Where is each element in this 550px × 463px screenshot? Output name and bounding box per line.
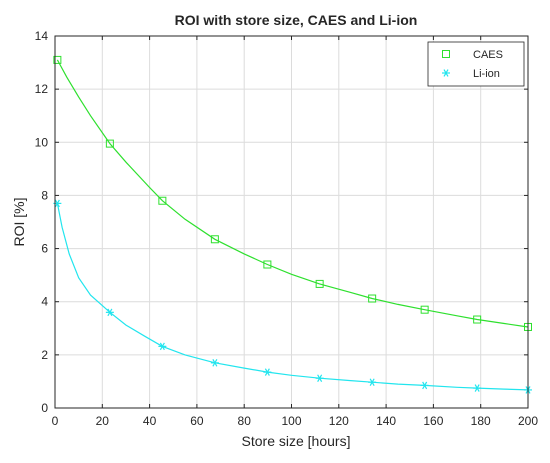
y-tick-label: 0 <box>41 401 48 415</box>
y-tick-label: 6 <box>41 242 48 256</box>
x-axis-label: Store size [hours] <box>242 433 351 449</box>
legend-marker <box>442 69 450 77</box>
y-tick-label: 4 <box>41 295 48 309</box>
x-tick-label: 0 <box>52 414 59 428</box>
ticks: 0 20 40 60 80 100 120 140 160 180 200 0 2 4 6 8 10 12 14 <box>35 29 539 428</box>
series-layer <box>53 55 532 394</box>
grid <box>55 36 528 408</box>
y-tick-label: 2 <box>41 348 48 362</box>
series-line <box>56 203 529 391</box>
y-tick-label: 12 <box>35 82 49 96</box>
x-tick-label: 60 <box>190 414 204 428</box>
legend-box <box>427 41 525 87</box>
x-tick-label: 140 <box>376 414 396 428</box>
x-tick-label: 120 <box>329 414 349 428</box>
y-axis-label: ROI [%] <box>11 197 27 246</box>
series-li-ion <box>53 199 532 394</box>
data-point <box>420 305 429 314</box>
legend-marker <box>442 50 450 58</box>
chart-title: ROI with store size, CAES and Li-ion <box>175 12 418 28</box>
x-tick-label: 200 <box>518 414 538 428</box>
legend-item: CAES <box>442 49 503 61</box>
y-tick-label: 10 <box>35 135 49 149</box>
series-line <box>56 59 529 328</box>
legend-label: Li-ion <box>473 68 500 80</box>
data-point <box>368 294 377 303</box>
data-point <box>210 359 219 367</box>
data-point <box>53 55 62 64</box>
data-point <box>368 378 377 387</box>
data-point <box>263 368 272 376</box>
data-point <box>315 374 324 383</box>
legend-label: CAES <box>473 49 503 61</box>
legend-item: Li-ion <box>442 68 500 80</box>
data-point <box>315 279 324 288</box>
legend: CAES Li-ion <box>427 41 525 87</box>
y-tick-label: 8 <box>41 188 48 202</box>
data-point <box>420 381 429 390</box>
data-point <box>263 260 272 269</box>
data-point <box>158 342 167 351</box>
series-caes <box>53 55 532 331</box>
x-tick-label: 180 <box>471 414 491 428</box>
data-point <box>105 308 114 317</box>
x-tick-label: 160 <box>423 414 443 428</box>
data-point <box>473 384 482 392</box>
x-tick-label: 40 <box>143 414 157 428</box>
x-tick-label: 100 <box>281 414 301 428</box>
data-point <box>210 235 219 244</box>
x-tick-label: 80 <box>238 414 252 428</box>
data-point <box>105 139 114 148</box>
x-tick-label: 20 <box>96 414 110 428</box>
data-point <box>158 196 167 205</box>
y-tick-label: 14 <box>35 29 49 43</box>
data-point <box>473 315 482 324</box>
